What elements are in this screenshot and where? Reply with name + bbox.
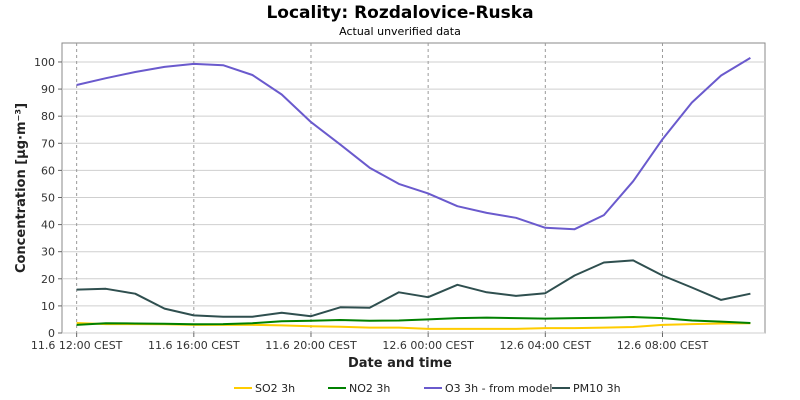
y-tick-label: 10	[41, 300, 55, 313]
x-tick-label: 12.6 08:00 CEST	[617, 339, 709, 352]
legend-label-no2: NO2 3h	[349, 382, 390, 395]
x-tick-label: 11.6 16:00 CEST	[148, 339, 240, 352]
legend-label-so2: SO2 3h	[255, 382, 295, 395]
chart-title: Locality: Rozdalovice-Ruska	[266, 3, 533, 23]
y-tick-label: 30	[41, 246, 55, 259]
series-line-pm10	[76, 259, 751, 318]
y-tick-label: 80	[41, 110, 55, 123]
y-tick-label: 100	[34, 56, 55, 69]
legend: SO2 3h NO2 3h O3 3h - from model PM10 3h	[234, 382, 621, 395]
y-tick-label: 40	[41, 219, 55, 232]
series-lines	[76, 57, 751, 330]
x-tick-label: 11.6 12:00 CEST	[31, 339, 123, 352]
x-axis-label: Date and time	[348, 356, 452, 371]
series-line-o3	[76, 57, 751, 231]
series-line-no2	[76, 316, 751, 326]
y-tick-label: 0	[48, 327, 55, 340]
grid	[62, 43, 765, 334]
y-tick-label: 70	[41, 137, 55, 150]
y-tick-label: 60	[41, 164, 55, 177]
y-tick-label: 90	[41, 83, 55, 96]
y-tick-label: 50	[41, 191, 55, 204]
x-axis-ticks: 11.6 12:00 CEST 11.6 16:00 CEST 11.6 20:00…	[31, 333, 709, 352]
legend-label-o3: O3 3h - from model	[445, 382, 552, 395]
y-axis-label: Concentration [µg·m⁻³]	[14, 103, 29, 273]
chart-subtitle: Actual unverified data	[339, 25, 461, 38]
x-tick-label: 12.6 04:00 CEST	[500, 339, 592, 352]
x-tick-label: 11.6 20:00 CEST	[265, 339, 357, 352]
y-axis-ticks: 0 10 20 30 40 50 60 70 80 90 100	[34, 56, 62, 340]
legend-label-pm10: PM10 3h	[573, 382, 621, 395]
y-tick-label: 20	[41, 273, 55, 286]
x-tick-label: 12.6 00:00 CEST	[382, 339, 474, 352]
